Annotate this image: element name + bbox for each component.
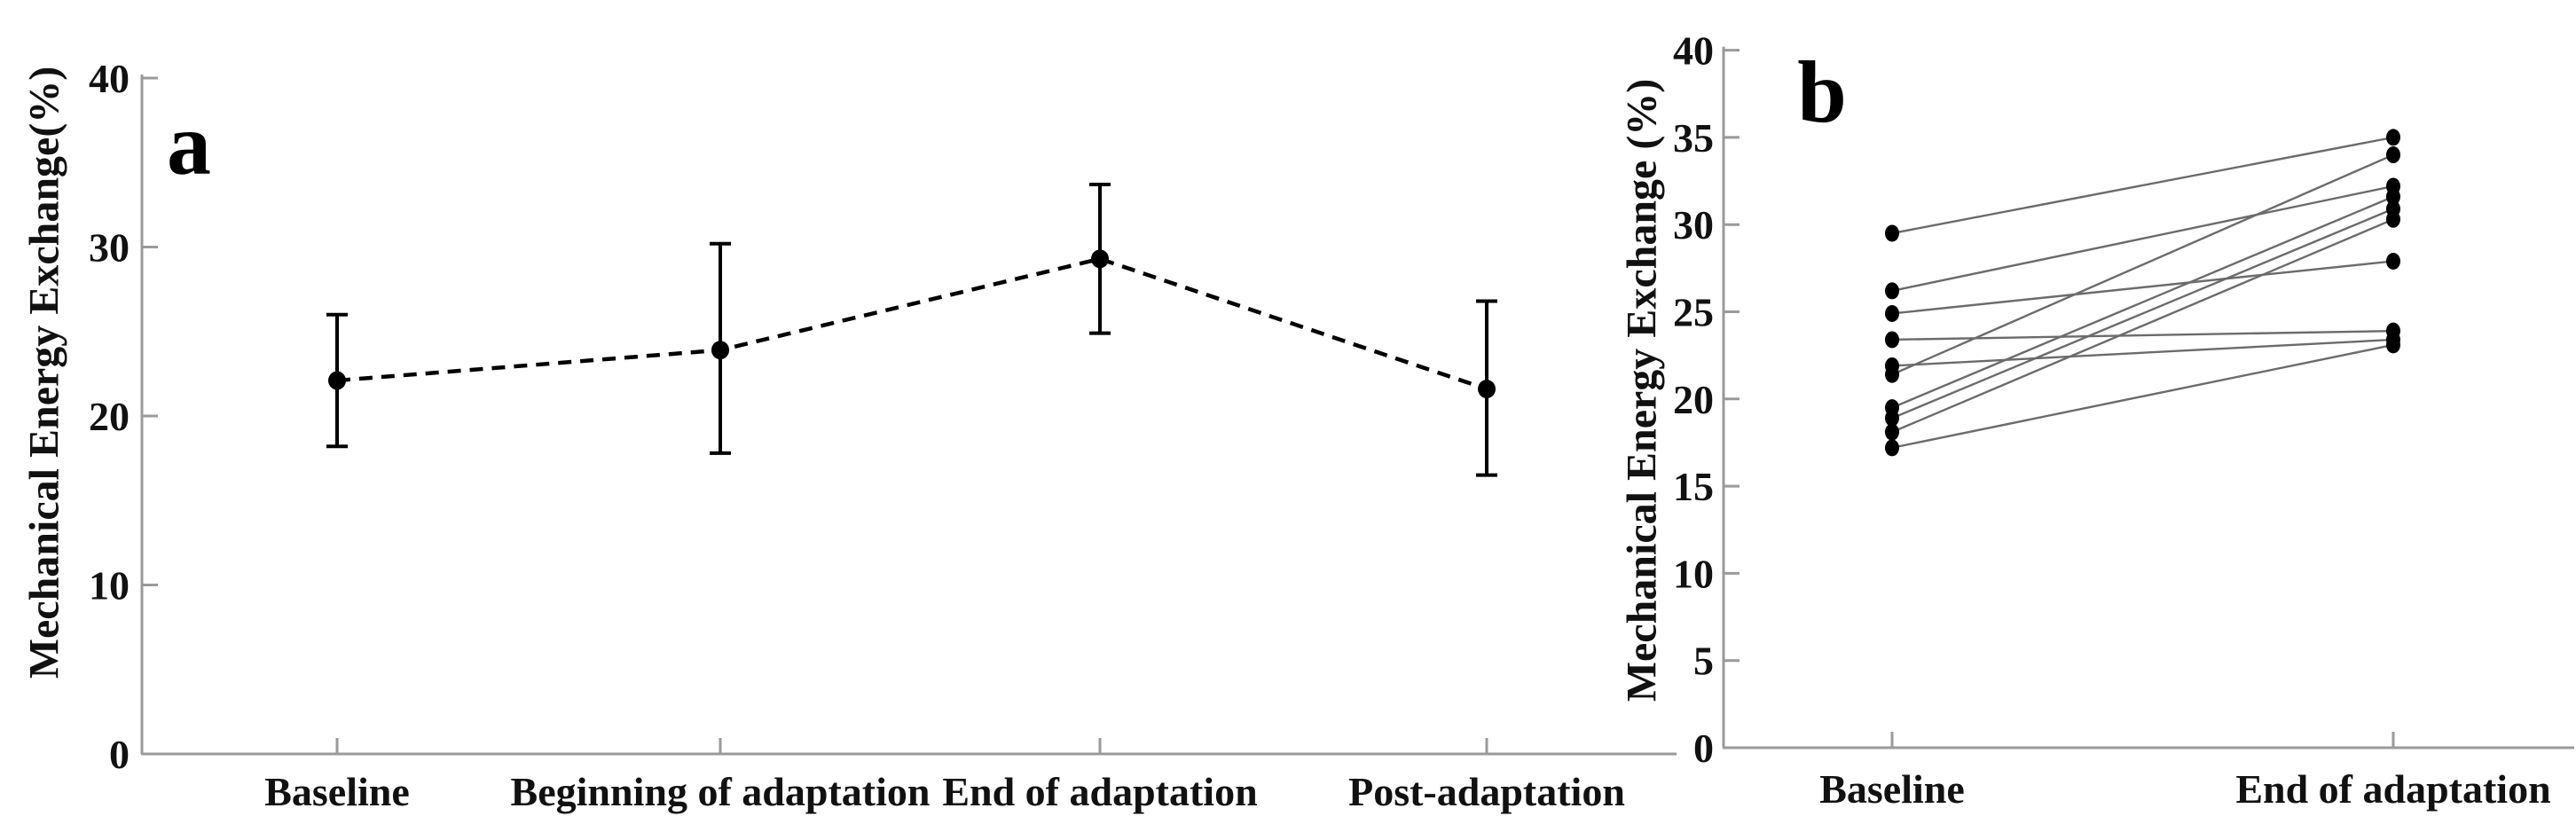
panel-b-baseline-point	[1885, 409, 1899, 427]
panel-b-x-category-label: Baseline	[1819, 766, 1965, 812]
panel-b-y-tick-label: 30	[1673, 202, 1714, 247]
panel-b-y-axis-label: Mechanical Energy Exchange (%)	[1618, 78, 1666, 702]
panel-a-y-tick-label: 20	[89, 394, 130, 439]
panel-a-y-tick-label: 40	[89, 56, 130, 101]
panel-b-subject-line	[1891, 260, 2394, 315]
panel-b-subject-line	[1891, 218, 2394, 434]
panel-a-x-category-label: End of adaptation	[942, 769, 1257, 814]
panel-b-end-point	[2386, 210, 2400, 228]
panel-b-y-tick-label: 15	[1673, 464, 1714, 509]
panel-b-baseline-point	[1885, 423, 1899, 441]
panel-b-y-tick-label: 25	[1673, 290, 1714, 335]
panel-a-y-tick-label: 30	[89, 225, 130, 271]
panel-b-subject-line	[1891, 329, 2394, 341]
panel-b-end-point	[2386, 336, 2400, 354]
panel-a-y-tick-label: 10	[89, 563, 130, 608]
panel-b-end-point	[2386, 252, 2400, 270]
panel-a-letter: a	[167, 95, 211, 193]
panel-b-subject-line	[1891, 195, 2394, 409]
panel-b-y-tick-label: 10	[1673, 551, 1714, 596]
panel-b-x-category-label: End of adaptation	[2235, 766, 2550, 812]
panel-a-x-category-label: Baseline	[264, 769, 410, 814]
panel-a-mean-point	[711, 341, 729, 360]
panel-a-y-tick-label: 0	[109, 732, 130, 777]
panel-b-subject-line	[1891, 153, 2394, 376]
panel-b-y-tick-label: 20	[1673, 377, 1714, 422]
panel-a-mean-point	[1478, 380, 1496, 399]
panel-b-baseline-point	[1885, 224, 1899, 242]
panel-b-y-tick-label: 40	[1673, 28, 1714, 74]
panel-b-y-tick-label: 35	[1673, 115, 1714, 161]
panel-b-subject-line	[1891, 343, 2394, 450]
panel-b-y-tick-label: 5	[1693, 639, 1714, 684]
panel-b-end-point	[2386, 188, 2400, 206]
panel-b-subject-line	[1891, 136, 2394, 235]
panel-b-end-point	[2386, 146, 2400, 164]
panel-b-subject-line	[1891, 338, 2394, 367]
panel-b-baseline-point	[1885, 304, 1899, 322]
panel-b-baseline-point	[1885, 331, 1899, 349]
panel-a-mean-point	[328, 371, 346, 390]
panel-b-subject-line	[1891, 184, 2394, 293]
panel-b-letter: b	[1797, 43, 1847, 141]
panel-b-baseline-point	[1885, 439, 1899, 457]
panel-a-x-category-label: Beginning of adaptation	[511, 769, 931, 814]
panel-b-baseline-point	[1885, 365, 1899, 383]
panel-b-subject-line	[1891, 208, 2394, 420]
panel-b-baseline-point	[1885, 282, 1899, 300]
panel-b-y-tick-label: 0	[1693, 726, 1714, 771]
panel-b-end-point	[2386, 129, 2400, 146]
panel-a-mean-point	[1091, 249, 1109, 269]
panel-a-mean-dashed-line	[336, 256, 1488, 391]
panel-a-y-axis-label: Mechanical Energy Exchange(%)	[20, 66, 68, 679]
panel-a-x-category-label: Post-adaptation	[1348, 769, 1625, 814]
